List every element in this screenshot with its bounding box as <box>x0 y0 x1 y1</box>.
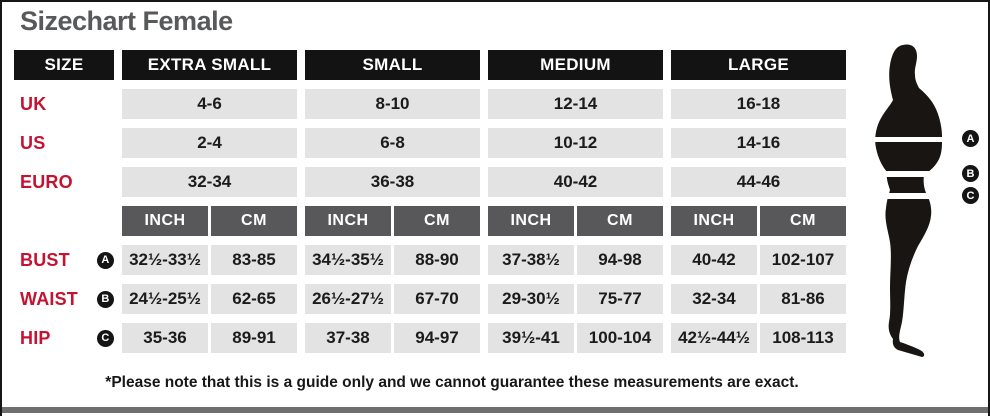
row-label-euro: EURO <box>20 171 73 192</box>
bust-l-inch: 40-42 <box>671 245 757 275</box>
marker-c-badge: C <box>97 329 114 347</box>
us-extra-small-value: 2-4 <box>122 128 297 158</box>
hip-xs-inch: 35-36 <box>122 323 208 353</box>
euro-large-value: 44-46 <box>671 167 846 197</box>
unit-row-spacer <box>14 206 114 236</box>
waist-label: WAIST <box>20 288 78 309</box>
waist-medium-values: 29-30½ 75-77 <box>488 284 663 314</box>
bust-l-cm: 102-107 <box>760 245 846 275</box>
unit-label-cm: CM <box>577 206 663 236</box>
us-medium-value: 10-12 <box>488 128 663 158</box>
unit-label-inch: INCH <box>488 206 574 236</box>
bust-extra-small-values: 32½-33½ 83-85 <box>122 245 297 275</box>
bust-xs-cm: 83-85 <box>211 245 297 275</box>
unit-label-inch: INCH <box>122 206 208 236</box>
unit-header-extra-small: INCH CM <box>122 206 297 236</box>
figure-marker-b: B <box>962 165 979 182</box>
us-small-value: 6-8 <box>305 128 480 158</box>
bust-large-values: 40-42 102-107 <box>671 245 846 275</box>
hip-label: HIP <box>20 327 51 348</box>
waist-xs-inch: 24½-25½ <box>122 284 208 314</box>
waist-xs-cm: 62-65 <box>211 284 297 314</box>
unit-header-large: INCH CM <box>671 206 846 236</box>
us-large-value: 14-16 <box>671 128 846 158</box>
unit-label-cm: CM <box>211 206 297 236</box>
footnote-text: *Please note that this is a guide only a… <box>105 374 799 391</box>
unit-label-inch: INCH <box>671 206 757 236</box>
euro-small-value: 36-38 <box>305 167 480 197</box>
column-header-large: LARGE <box>671 50 846 80</box>
hip-m-inch: 39½-41 <box>488 323 574 353</box>
unit-label-cm: CM <box>394 206 480 236</box>
bust-m-inch: 37-38½ <box>488 245 574 275</box>
waist-l-cm: 81-86 <box>760 284 846 314</box>
uk-medium-value: 12-14 <box>488 89 663 119</box>
uk-large-value: 16-18 <box>671 89 846 119</box>
hip-l-cm: 108-113 <box>760 323 846 353</box>
hip-xs-cm: 89-91 <box>211 323 297 353</box>
figure-marker-c: C <box>962 187 979 204</box>
column-header-small: SMALL <box>305 50 480 80</box>
bust-small-values: 34½-35½ 88-90 <box>305 245 480 275</box>
hip-s-inch: 37-38 <box>305 323 391 353</box>
marker-b-badge: B <box>97 290 114 308</box>
waist-small-values: 26½-27½ 67-70 <box>305 284 480 314</box>
euro-medium-value: 40-42 <box>488 167 663 197</box>
bust-s-cm: 88-90 <box>394 245 480 275</box>
hip-large-values: 42½-44½ 108-113 <box>671 323 846 353</box>
hip-m-cm: 100-104 <box>577 323 663 353</box>
bust-medium-values: 37-38½ 94-98 <box>488 245 663 275</box>
bust-measure-line <box>864 137 950 142</box>
hip-measure-line <box>882 193 936 199</box>
waist-measure-line <box>880 171 932 177</box>
waist-l-inch: 32-34 <box>671 284 757 314</box>
waist-m-cm: 75-77 <box>577 284 663 314</box>
euro-extra-small-value: 32-34 <box>122 167 297 197</box>
row-label-hip: HIP C <box>14 323 114 353</box>
bust-m-cm: 94-98 <box>577 245 663 275</box>
waist-extra-small-values: 24½-25½ 62-65 <box>122 284 297 314</box>
column-header-medium: MEDIUM <box>488 50 663 80</box>
page-title: Sizechart Female <box>20 6 233 36</box>
row-label-bust: BUST A <box>14 245 114 275</box>
waist-s-cm: 67-70 <box>394 284 480 314</box>
hip-medium-values: 39½-41 100-104 <box>488 323 663 353</box>
unit-header-small: INCH CM <box>305 206 480 236</box>
bust-xs-inch: 32½-33½ <box>122 245 208 275</box>
figure-marker-a: A <box>962 130 979 147</box>
unit-header-medium: INCH CM <box>488 206 663 236</box>
waist-s-inch: 26½-27½ <box>305 284 391 314</box>
hip-s-cm: 94-97 <box>394 323 480 353</box>
hip-l-inch: 42½-44½ <box>671 323 757 353</box>
bottom-divider-bar <box>2 407 988 413</box>
uk-small-value: 8-10 <box>305 89 480 119</box>
column-header-size: SIZE <box>14 50 114 80</box>
waist-large-values: 32-34 81-86 <box>671 284 846 314</box>
bust-s-inch: 34½-35½ <box>305 245 391 275</box>
unit-label-cm: CM <box>760 206 846 236</box>
row-label-waist: WAIST B <box>14 284 114 314</box>
column-header-extra-small: EXTRA SMALL <box>122 50 297 80</box>
sizechart-table: SIZE EXTRA SMALL SMALL MEDIUM LARGE UK 4… <box>14 50 846 353</box>
waist-m-inch: 29-30½ <box>488 284 574 314</box>
unit-label-inch: INCH <box>305 206 391 236</box>
hip-extra-small-values: 35-36 89-91 <box>122 323 297 353</box>
hip-small-values: 37-38 94-97 <box>305 323 480 353</box>
row-label-us: US <box>20 132 46 153</box>
marker-a-badge: A <box>97 251 114 269</box>
uk-extra-small-value: 4-6 <box>122 89 297 119</box>
row-label-uk: UK <box>20 93 47 114</box>
female-silhouette-icon <box>864 44 950 357</box>
bust-label: BUST <box>20 249 70 270</box>
female-silhouette-figure <box>862 44 954 366</box>
